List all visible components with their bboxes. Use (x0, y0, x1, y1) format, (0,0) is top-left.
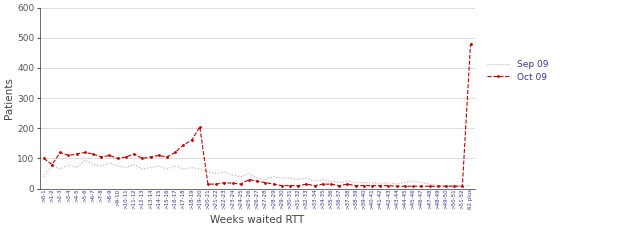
Oct 09 (368, 184, 376, 187)
Sep 09 (327, 180, 335, 183)
Y-axis label: Patients: Patients (4, 77, 14, 119)
X-axis label: Weeks waited RTT: Weeks waited RTT (210, 215, 305, 225)
Sep 09 (376, 183, 384, 185)
Legend: Sep 09, Oct 09: Sep 09, Oct 09 (483, 57, 552, 86)
Oct 09 (294, 184, 302, 187)
Oct 09 (40, 157, 48, 160)
Sep 09 (434, 184, 442, 187)
Sep 09 (319, 178, 326, 181)
Oct 09 (311, 184, 319, 187)
Sep 09 (294, 178, 302, 181)
Oct 09 (286, 184, 294, 187)
Oct 09 (467, 43, 474, 45)
Sep 09 (303, 177, 310, 180)
Line: Oct 09: Oct 09 (42, 42, 472, 188)
Line: Sep 09: Sep 09 (44, 160, 470, 186)
Oct 09 (393, 185, 401, 188)
Oct 09 (426, 185, 433, 188)
Sep 09 (40, 175, 48, 178)
Sep 09 (467, 184, 474, 187)
Sep 09 (163, 168, 171, 170)
Sep 09 (81, 159, 89, 161)
Oct 09 (155, 154, 163, 157)
